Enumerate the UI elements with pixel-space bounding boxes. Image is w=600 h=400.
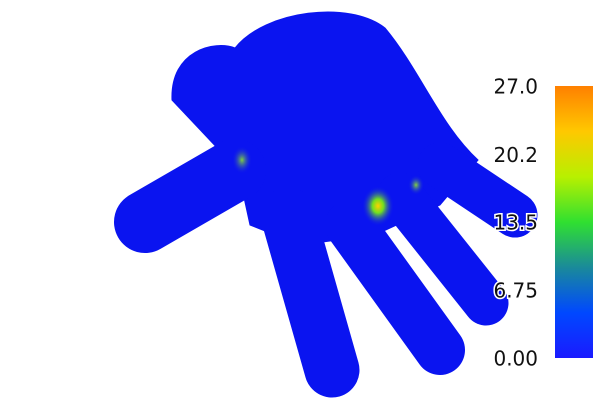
colorbar-tick-label: 0.00 [493,347,538,371]
hotspot [362,186,394,226]
hand-surface [114,11,538,398]
colorbar-tick-label: 6.75 [493,279,538,303]
colorbar-tick-label: 20.2 [493,143,538,167]
hotspot [408,175,424,195]
hotspot [232,146,252,174]
colorbar-tick-label: 27.0 [493,75,538,99]
colorbar-tick-label: 13.5 [493,211,538,235]
finger [325,200,465,375]
thumb [114,139,266,253]
finger [377,172,509,326]
finger [417,142,538,238]
finger [260,187,360,398]
colorbar [555,86,593,358]
